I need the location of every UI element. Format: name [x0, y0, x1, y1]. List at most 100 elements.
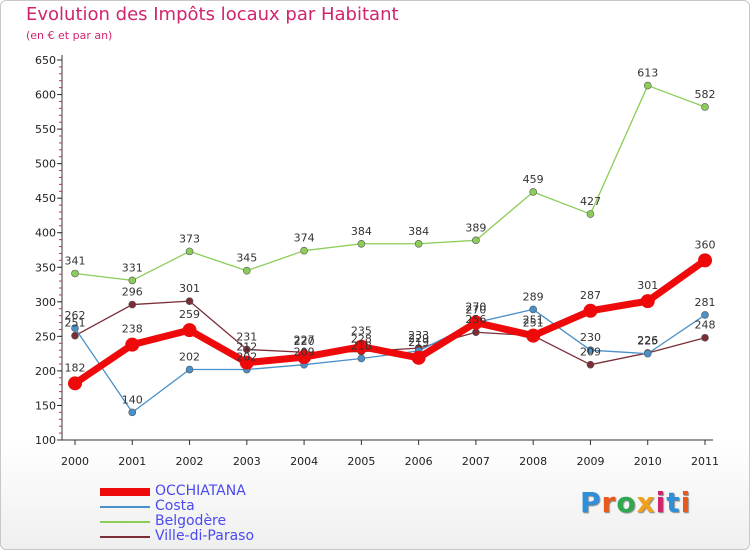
data-point-OCCHIATANA — [182, 323, 197, 338]
data-point-Costa — [643, 349, 652, 358]
y-tick-label: 100 — [35, 434, 56, 447]
data-point-Costa — [357, 354, 366, 363]
x-tick-label: 2000 — [61, 455, 89, 468]
data-label-Belgodère: 373 — [179, 232, 200, 245]
data-label-Belgodère: 582 — [695, 88, 716, 101]
legend-swatch — [100, 536, 150, 538]
data-point-Ville-di-Paraso — [128, 300, 137, 309]
data-point-Belgodère — [71, 269, 79, 278]
data-label-OCCHIATANA: 301 — [637, 279, 658, 292]
data-label-OCCHIATANA: 251 — [523, 314, 544, 327]
x-tick-label: 2002 — [176, 455, 204, 468]
data-label-OCCHIATANA: 287 — [580, 289, 601, 302]
series-line-Belgodère — [74, 84, 706, 282]
logo-letter: P — [580, 486, 602, 519]
data-label-Ville-di-Paraso: 233 — [408, 329, 429, 342]
data-point-OCCHIATANA — [297, 350, 312, 365]
legend-label: OCCHIATANA — [155, 483, 246, 499]
data-point-Costa — [71, 324, 79, 332]
data-label-Costa: 202 — [179, 351, 200, 364]
data-label-OCCHIATANA: 360 — [695, 238, 716, 251]
data-point-Ville-di-Paraso — [71, 331, 79, 340]
data-label-Costa: 140 — [122, 393, 143, 406]
data-label-Belgodère: 459 — [523, 173, 544, 186]
x-tick-label: 2010 — [634, 455, 662, 468]
x-tick-label: 2009 — [576, 455, 604, 468]
data-label-Ville-di-Paraso: 256 — [465, 313, 486, 326]
data-label-Costa: 289 — [523, 290, 544, 303]
data-label-Ville-di-Paraso: 251 — [523, 317, 544, 330]
data-point-OCCHIATANA — [354, 339, 369, 354]
logo-letter: i — [680, 486, 692, 519]
data-point-Belgodère — [357, 239, 366, 248]
data-point-Belgodère — [300, 246, 308, 255]
data-label-Ville-di-Paraso: 209 — [580, 346, 601, 359]
data-label-Ville-di-Paraso: 231 — [236, 330, 257, 343]
data-label-Ville-di-Paraso: 226 — [637, 334, 658, 347]
legend-swatch — [100, 506, 150, 508]
data-point-Ville-di-Paraso — [472, 328, 480, 337]
data-label-OCCHIATANA: 212 — [236, 341, 257, 354]
y-tick-label: 200 — [35, 365, 56, 378]
x-tick-label: 2006 — [405, 455, 433, 468]
data-point-Ville-di-Paraso — [185, 297, 194, 305]
data-label-Belgodère: 613 — [637, 67, 658, 80]
data-point-Belgodère — [414, 239, 423, 248]
data-point-Costa — [128, 408, 137, 417]
data-label-Belgodère: 345 — [236, 252, 257, 265]
data-label-Costa: 202 — [236, 351, 257, 364]
data-label-Costa: 230 — [580, 331, 601, 344]
data-point-Ville-di-Paraso — [701, 333, 709, 342]
data-label-Belgodère: 427 — [580, 195, 601, 208]
data-label-Costa: 281 — [695, 296, 716, 309]
data-label-Ville-di-Paraso: 248 — [695, 319, 716, 332]
data-point-OCCHIATANA — [125, 337, 140, 352]
data-label-OCCHIATANA: 238 — [122, 323, 143, 336]
y-tick-label: 400 — [35, 227, 56, 240]
x-tick-label: 2003 — [233, 455, 261, 468]
chart-series-lines — [71, 84, 709, 414]
data-label-Belgodère: 374 — [294, 232, 315, 245]
data-label-Costa: 209 — [294, 346, 315, 359]
data-label-Belgodère: 384 — [408, 225, 429, 238]
y-tick-label: 650 — [35, 54, 56, 67]
legend-label: Costa — [155, 498, 195, 514]
data-label-Ville-di-Paraso: 251 — [65, 317, 86, 330]
data-point-OCCHIATANA — [583, 303, 598, 318]
data-point-Costa — [701, 311, 709, 319]
data-point-Costa — [586, 346, 595, 354]
data-point-OCCHIATANA — [698, 253, 712, 268]
x-tick-label: 2005 — [347, 455, 375, 468]
y-tick-label: 550 — [35, 123, 56, 136]
chart-series-points — [68, 81, 712, 417]
data-point-OCCHIATANA — [468, 315, 483, 330]
data-label-OCCHIATANA: 219 — [408, 336, 429, 349]
logo-letter: i — [655, 486, 667, 519]
y-tick-label: 600 — [35, 89, 56, 102]
data-label-Costa: 225 — [637, 335, 658, 348]
proxiti-logo: Proxiti — [580, 486, 691, 519]
data-label-Costa: 229 — [408, 332, 429, 345]
chart-axes: 100 150 200 250 300 350 400 450 500 550 600 650 2000… — [35, 54, 719, 468]
data-point-OCCHIATANA — [411, 350, 426, 365]
legend-label: Belgodère — [155, 513, 227, 529]
logo-letter: o — [616, 486, 637, 519]
data-point-Costa — [185, 365, 194, 374]
data-label-Ville-di-Paraso: 296 — [122, 286, 143, 299]
legend-swatch — [100, 488, 150, 496]
x-tick-label: 2001 — [118, 455, 146, 468]
data-label-Ville-di-Paraso: 301 — [179, 282, 200, 295]
data-point-Belgodère — [529, 188, 537, 196]
chart-title: Evolution des Impôts locaux par Habitant — [26, 4, 399, 25]
data-point-Costa — [529, 305, 537, 314]
y-tick-label: 450 — [35, 192, 56, 205]
data-point-Belgodère — [643, 81, 652, 90]
data-label-Ville-di-Paraso: 227 — [294, 333, 315, 346]
data-label-OCCHIATANA: 182 — [65, 361, 86, 374]
data-label-OCCHIATANA: 220 — [294, 335, 315, 348]
data-point-OCCHIATANA — [239, 355, 254, 370]
legend-swatch — [100, 521, 150, 523]
data-point-OCCHIATANA — [640, 294, 655, 309]
